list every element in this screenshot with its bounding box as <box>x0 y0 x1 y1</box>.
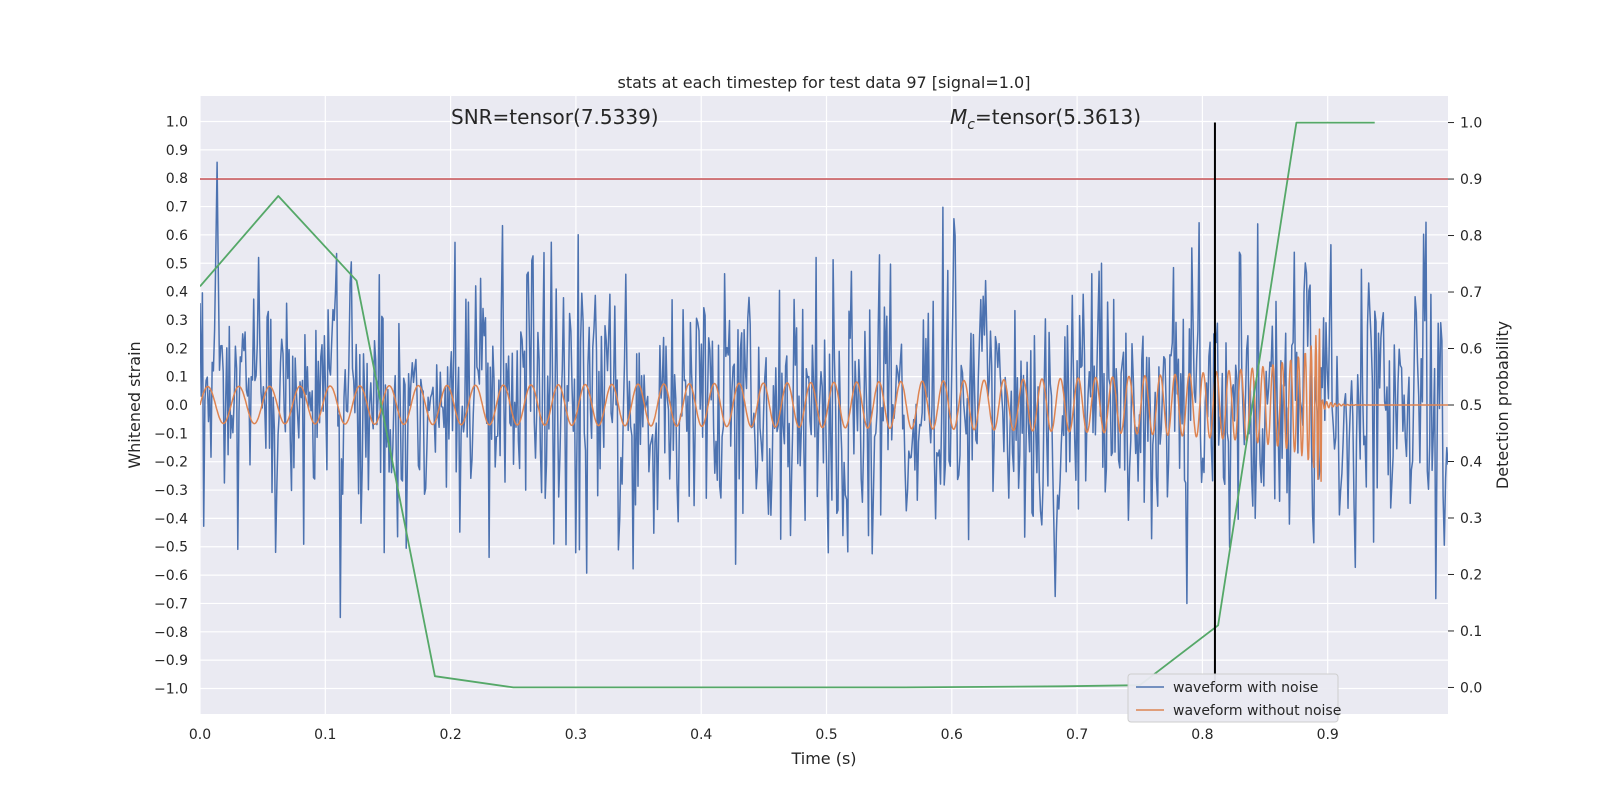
x-axis-label: Time (s) <box>790 749 856 768</box>
chirp-mass-subscript: c <box>967 117 975 133</box>
y2-tick-label: 0.0 <box>1460 680 1482 696</box>
x-tick-label: 0.2 <box>439 727 461 743</box>
y-tick-label: −0.1 <box>154 426 188 442</box>
y-tick-label: −0.8 <box>154 625 188 641</box>
y-tick-label: −0.9 <box>154 653 188 669</box>
y-tick-label: −0.4 <box>154 511 188 527</box>
y2-tick-label: 1.0 <box>1460 116 1482 132</box>
y-tick-label: −0.2 <box>154 455 188 471</box>
y-tick-label: 0.9 <box>166 143 188 159</box>
y-tick-label: 0.7 <box>166 200 188 216</box>
y2-tick-label: 0.9 <box>1460 172 1482 188</box>
y-tick-label: 1.0 <box>166 115 188 131</box>
y-tick-label: 0.6 <box>166 228 188 244</box>
y-tick-label: −0.5 <box>154 540 188 556</box>
y-axis-ticks: −1.0 −0.9 −0.8 −0.7 −0.6 −0.5 −0.4 −0.3 −0.2 −0.1… <box>154 115 188 698</box>
y-tick-label: 0.2 <box>166 341 188 357</box>
y-tick-label: −1.0 <box>154 681 188 697</box>
y2-tick-label: 0.3 <box>1460 511 1482 527</box>
x-tick-label: 0.7 <box>1066 727 1088 743</box>
x-tick-label: 0.0 <box>189 727 211 743</box>
y-tick-label: −0.7 <box>154 596 188 612</box>
y-tick-label: −0.6 <box>154 568 188 584</box>
x-tick-label: 0.5 <box>815 727 837 743</box>
chart-title: stats at each timestep for test data 97 … <box>618 73 1031 92</box>
y2-axis-ticks: 0.0 0.1 0.2 0.3 0.4 0.5 0.6 0.7 0.8 0.9 1.0 <box>1448 116 1482 696</box>
x-tick-label: 0.9 <box>1317 727 1339 743</box>
x-tick-label: 0.4 <box>690 727 712 743</box>
legend-label-noisy: waveform with noise <box>1173 680 1318 696</box>
overlay-group <box>200 122 1448 688</box>
y-tick-label: 0.1 <box>166 370 188 386</box>
y2-tick-label: 0.1 <box>1460 624 1482 640</box>
chirp-mass-value: =tensor(5.3613) <box>975 105 1141 129</box>
y-axis-label: Whitened strain <box>125 341 144 468</box>
y-tick-label: 0.5 <box>166 256 188 272</box>
y2-tick-label: 0.8 <box>1460 229 1482 245</box>
y-tick-label: 0.4 <box>166 285 188 301</box>
y-tick-label: 0.8 <box>166 171 188 187</box>
y2-tick-label: 0.5 <box>1460 398 1482 414</box>
y2-tick-label: 0.6 <box>1460 342 1482 358</box>
y2-tick-label: 0.4 <box>1460 454 1482 470</box>
legend-box <box>1127 673 1339 723</box>
series-group <box>200 121 1448 689</box>
legend-label-clean: waveform without noise <box>1173 703 1341 719</box>
x-tick-label: 0.1 <box>314 727 336 743</box>
y-tick-label: −0.3 <box>154 483 188 499</box>
series-line-waveform-without-noise <box>200 328 1448 483</box>
y-tick-label: 0.3 <box>166 313 188 329</box>
y2-axis-label: Detection probability <box>1493 321 1512 489</box>
chirp-mass-annotation: Mc=tensor(5.3613) <box>950 105 1141 133</box>
y2-tick-label: 0.7 <box>1460 285 1482 301</box>
x-axis-ticks: 0.0 0.1 0.2 0.3 0.4 0.5 0.6 0.7 0.8 0.9 <box>189 727 1339 743</box>
legend: waveform with noise waveform without noi… <box>1127 673 1341 723</box>
x-tick-label: 0.6 <box>941 727 963 743</box>
x-tick-label: 0.3 <box>565 727 587 743</box>
snr-annotation: SNR=tensor(7.5339) <box>451 105 659 129</box>
chirp-mass-symbol: M <box>950 105 967 129</box>
series-line-detection-probability <box>200 121 1375 689</box>
x-tick-label: 0.8 <box>1191 727 1213 743</box>
y-tick-label: 0.0 <box>166 398 188 414</box>
y2-tick-label: 0.2 <box>1460 567 1482 583</box>
